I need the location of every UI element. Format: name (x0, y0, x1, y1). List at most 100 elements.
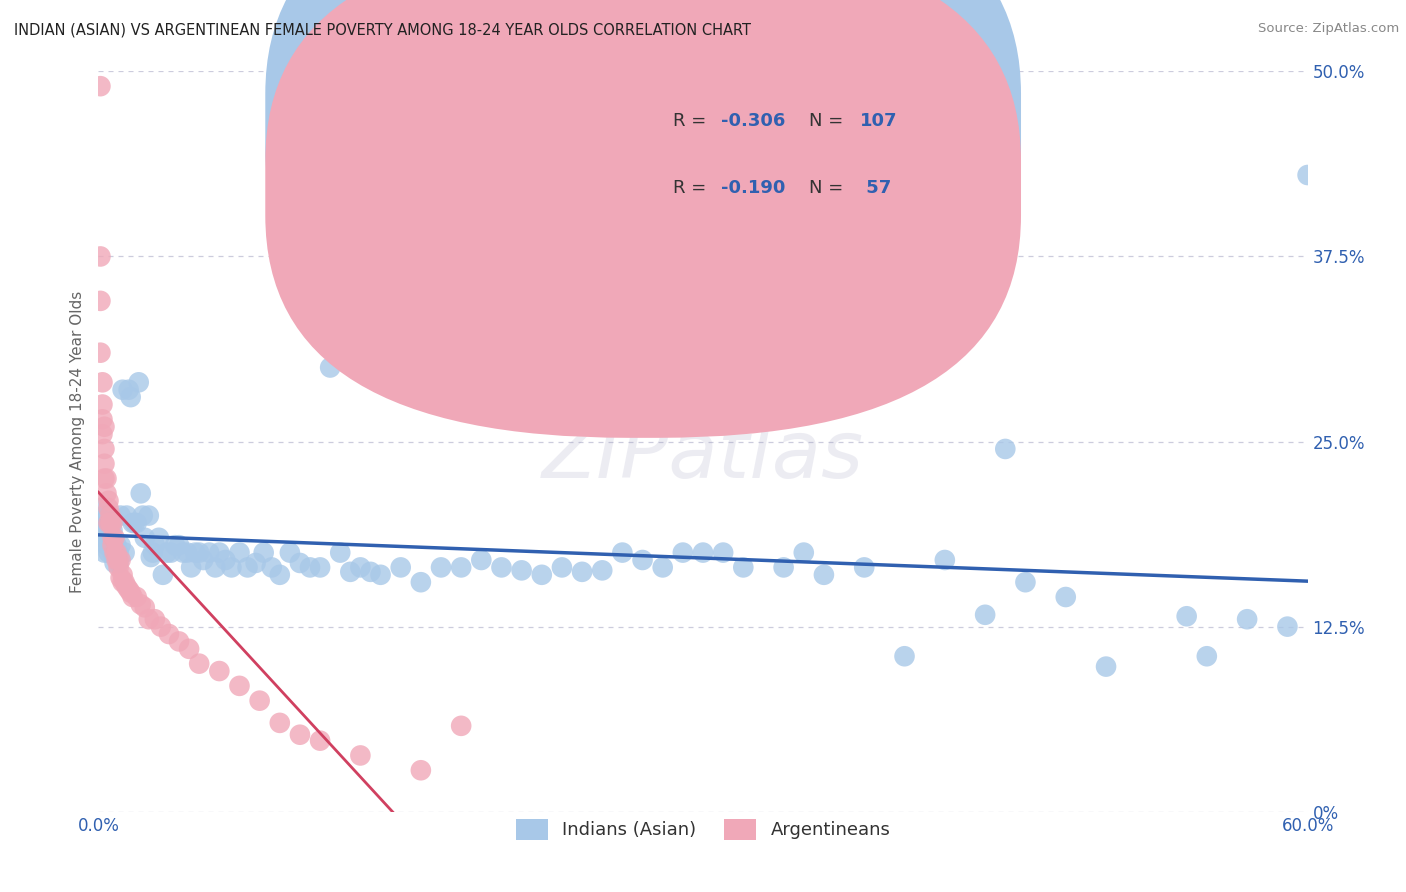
Point (530, 567, 553, 582)
Point (1054, 590, 1077, 604)
Point (228, 546, 250, 560)
Point (470, 553, 492, 567)
Point (139, 549, 162, 564)
Point (349, 560, 371, 574)
Point (893, 649, 915, 664)
Point (100, 516, 122, 530)
Point (101, 538, 124, 552)
Point (631, 553, 654, 567)
Point (121, 516, 143, 530)
Point (204, 560, 226, 574)
Point (132, 508, 155, 523)
Point (129, 598, 152, 612)
Point (172, 546, 194, 560)
Text: Source: ZipAtlas.com: Source: ZipAtlas.com (1258, 22, 1399, 36)
Point (107, 546, 129, 560)
Point (111, 575, 134, 590)
Point (114, 546, 136, 560)
Point (107, 560, 129, 574)
Point (430, 560, 453, 574)
Point (89, 501, 111, 516)
Point (120, 390, 142, 404)
FancyBboxPatch shape (266, 0, 1021, 371)
Point (167, 538, 190, 552)
Point (1277, 619, 1299, 633)
Point (450, 719, 472, 733)
Point (110, 571, 132, 585)
Text: ZIPatlas: ZIPatlas (541, 417, 865, 495)
Point (149, 619, 172, 633)
Point (813, 567, 835, 582)
Point (105, 553, 128, 567)
Point (118, 383, 141, 397)
Point (93, 419, 115, 434)
Point (120, 585, 142, 599)
Point (93, 457, 115, 471)
Legend: Indians (Asian), Argentineans: Indians (Asian), Argentineans (509, 812, 897, 847)
Point (125, 516, 148, 530)
Point (91, 376, 114, 390)
Point (188, 546, 211, 560)
Point (672, 546, 695, 560)
Point (103, 531, 125, 545)
Point (208, 546, 231, 560)
Point (389, 560, 412, 574)
Point (89, 250, 111, 264)
Point (91, 531, 114, 545)
Point (236, 560, 259, 574)
Point (278, 546, 301, 560)
Text: N =: N = (810, 112, 849, 130)
Point (450, 560, 472, 574)
Point (772, 560, 794, 574)
Point (89, 293, 111, 308)
Point (111, 383, 134, 397)
Point (111, 567, 134, 582)
Point (101, 546, 124, 560)
Point (93, 524, 115, 538)
Point (1175, 609, 1198, 624)
Point (269, 567, 291, 582)
Point (184, 546, 207, 560)
Point (156, 546, 179, 560)
Point (179, 641, 201, 656)
Point (409, 575, 432, 590)
Point (89, 516, 111, 530)
Point (97, 501, 120, 516)
Point (510, 563, 533, 577)
Point (193, 553, 215, 567)
Point (591, 563, 613, 577)
Point (245, 556, 267, 570)
Point (143, 538, 166, 552)
Text: N =: N = (810, 179, 849, 197)
Point (1095, 659, 1118, 673)
Point (208, 664, 231, 678)
Point (260, 560, 283, 574)
Point (97, 546, 120, 560)
Point (934, 553, 956, 567)
Point (105, 549, 128, 564)
Point (214, 553, 236, 567)
Point (612, 546, 634, 560)
Point (100, 516, 122, 530)
Point (319, 360, 342, 375)
Point (91, 516, 114, 530)
Point (142, 546, 165, 560)
Point (100, 516, 122, 530)
Point (491, 560, 513, 574)
Point (253, 546, 276, 560)
Y-axis label: Female Poverty Among 18-24 Year Olds: Female Poverty Among 18-24 Year Olds (69, 291, 84, 592)
Point (1296, 168, 1319, 182)
Point (1195, 649, 1218, 664)
Point (100, 508, 122, 523)
Point (167, 634, 190, 648)
Text: R =: R = (672, 112, 711, 130)
Point (198, 546, 221, 560)
Point (101, 524, 124, 538)
Point (228, 679, 250, 693)
Point (89, 345, 111, 359)
Point (118, 582, 141, 597)
Point (853, 560, 876, 574)
Point (100, 531, 122, 545)
Point (152, 567, 174, 582)
Point (163, 538, 186, 552)
